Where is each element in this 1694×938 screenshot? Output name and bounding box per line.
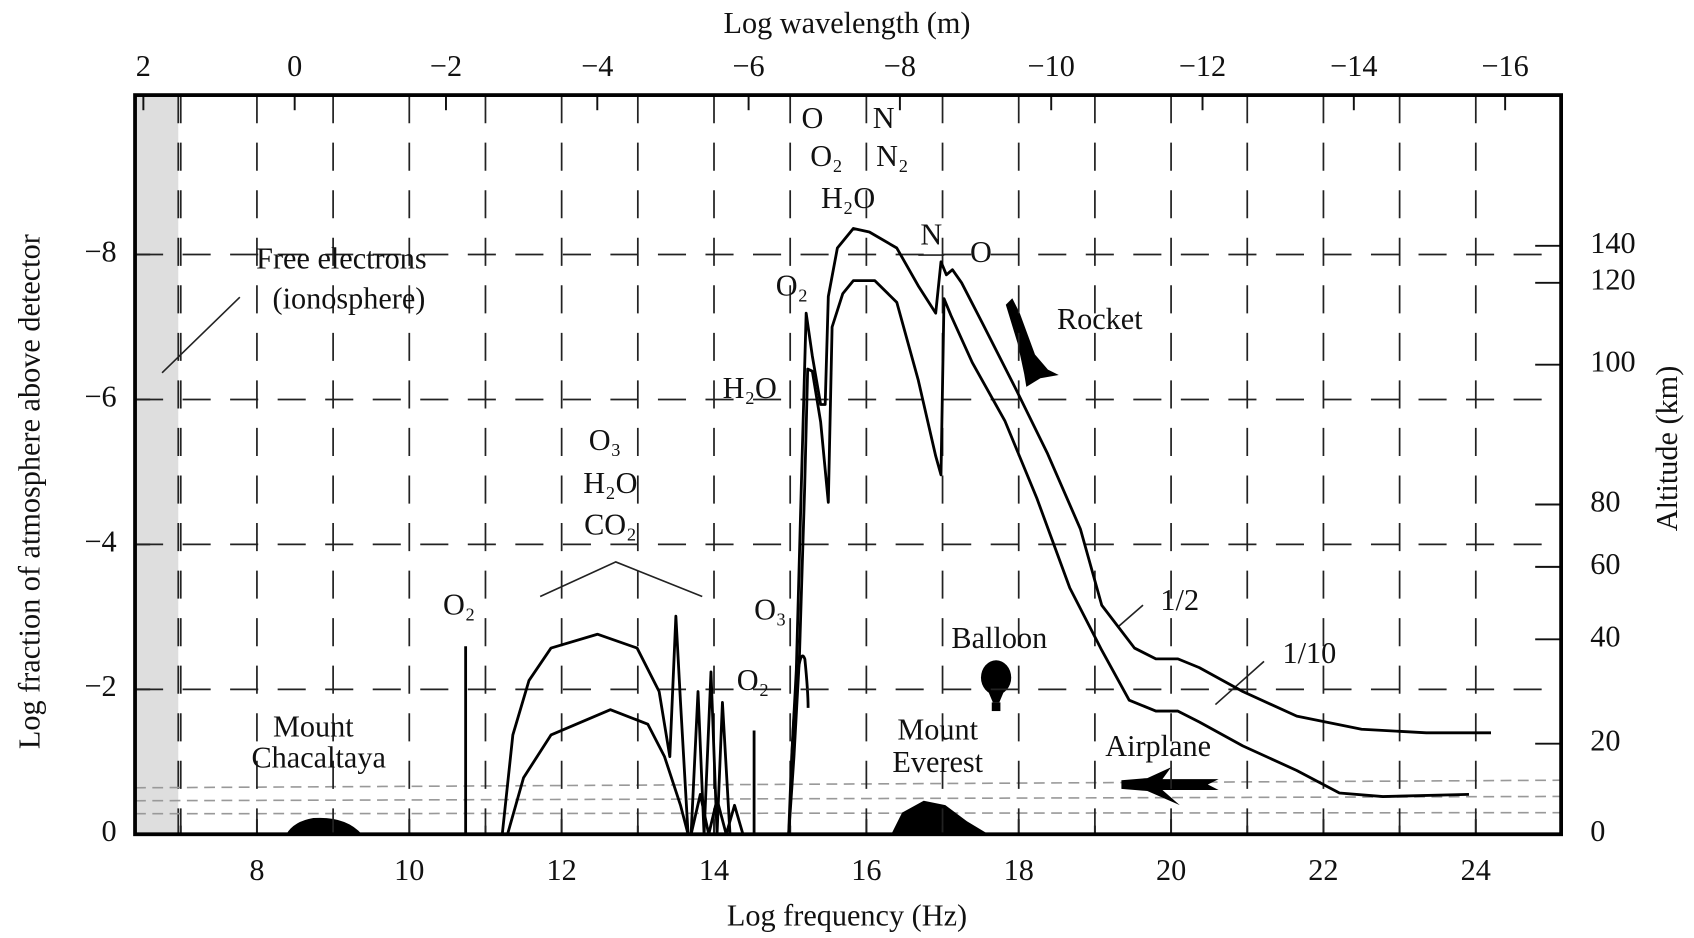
x-tick-label: 16 xyxy=(851,853,881,887)
airplane-level xyxy=(135,811,1562,815)
airplane-level xyxy=(135,795,1562,802)
annotation: O₂ xyxy=(810,139,842,173)
x-tick-label: 14 xyxy=(699,853,729,887)
x2-tick-label: −16 xyxy=(1481,49,1528,83)
annotation: O xyxy=(802,101,824,135)
series-label: 1/10 xyxy=(1283,636,1337,670)
x2-tick-label: −14 xyxy=(1330,49,1377,83)
series-label: 1/2 xyxy=(1160,583,1199,617)
x-tick-label: 8 xyxy=(249,853,264,887)
annotation: Airplane xyxy=(1105,729,1211,763)
y2-tick-label: 80 xyxy=(1590,484,1620,518)
y-tick-label: −4 xyxy=(84,524,116,558)
y2-tick-label: 20 xyxy=(1590,724,1620,758)
mountain xyxy=(891,800,989,835)
brace xyxy=(539,561,703,598)
annotation: H₂O xyxy=(821,181,875,215)
annotation: O₃ xyxy=(754,593,786,627)
y2-tick-label: 0 xyxy=(1590,814,1605,848)
y-tick-label: 0 xyxy=(102,814,117,848)
x-tick-label: 18 xyxy=(1004,853,1034,887)
balloon-icon xyxy=(987,689,1005,703)
annotation: CO₂ xyxy=(584,507,637,541)
annotation: Chacaltaya xyxy=(252,741,387,775)
annotation: Mount xyxy=(273,709,354,743)
x2-tick-label: −4 xyxy=(581,49,613,83)
x2-axis-label: Log wavelength (m) xyxy=(724,6,971,40)
x-tick-label: 20 xyxy=(1156,853,1186,887)
y-tick-label: −2 xyxy=(84,669,116,703)
y2-tick-label: 60 xyxy=(1590,547,1620,581)
y2-tick-label: 40 xyxy=(1590,619,1620,653)
x-tick-label: 24 xyxy=(1461,853,1491,887)
annotation: O₂ xyxy=(776,268,808,302)
annotation: Rocket xyxy=(1057,302,1143,336)
annotation: H₂O xyxy=(723,371,777,405)
airplane-level xyxy=(135,779,1562,789)
annotation: N₂ xyxy=(876,139,908,173)
plot-frame xyxy=(133,93,1564,837)
x-tick-label: 10 xyxy=(394,853,424,887)
balloon-icon xyxy=(980,660,1012,695)
ionosphere-band xyxy=(135,95,179,835)
annotation: Balloon xyxy=(951,621,1047,655)
y-tick-label: −8 xyxy=(84,234,116,268)
x-tick-label: 22 xyxy=(1308,853,1338,887)
annotation: H₂O xyxy=(583,466,637,500)
x2-tick-label: 0 xyxy=(287,49,302,83)
x2-tick-label: −12 xyxy=(1179,49,1226,83)
annotation: O₃ xyxy=(589,423,621,457)
annotation: Mount xyxy=(897,713,978,747)
annotation: Everest xyxy=(892,745,983,779)
balloon-icon xyxy=(991,702,1001,712)
annotation: O₂ xyxy=(737,663,769,697)
x2-tick-label: −6 xyxy=(733,49,765,83)
leader-line xyxy=(1117,604,1144,628)
y2-tick-label: 140 xyxy=(1590,226,1635,260)
x2-tick-label: −10 xyxy=(1028,49,1075,83)
annotation: O₂ xyxy=(443,587,475,621)
x-tick-label: 12 xyxy=(547,853,577,887)
airplane-icon xyxy=(1121,767,1219,806)
y2-tick-label: 120 xyxy=(1590,263,1635,297)
decorations xyxy=(135,254,1562,835)
y2-axis-label: Altitude (km) xyxy=(1650,366,1684,532)
x-axis-label: Log frequency (Hz) xyxy=(727,898,967,932)
y2-tick-label: 100 xyxy=(1590,345,1635,379)
annotation: O xyxy=(970,235,992,269)
series-line xyxy=(500,227,1492,836)
x2-tick-label: −2 xyxy=(430,49,462,83)
x2-tick-label: −8 xyxy=(884,49,916,83)
mountain xyxy=(286,817,362,835)
plot-layer: 8 10 12 14 16 18 20 22 242 0 −2 −4 −6 −8 −10 −12 −14 −160… xyxy=(84,49,1635,887)
y-axis-label: Log fraction of atmosphere above detecto… xyxy=(12,234,46,749)
annotation: N xyxy=(920,218,942,252)
rocket-icon xyxy=(1005,298,1059,387)
series-line xyxy=(506,279,1469,836)
x2-tick-label: 2 xyxy=(136,49,151,83)
leader-line xyxy=(1214,660,1265,706)
annotation: Free electrons xyxy=(256,241,426,275)
y-tick-label: −6 xyxy=(84,379,116,413)
annotation: (ionosphere) xyxy=(273,281,426,315)
annotation: N xyxy=(873,101,895,135)
leader-line xyxy=(161,296,241,374)
